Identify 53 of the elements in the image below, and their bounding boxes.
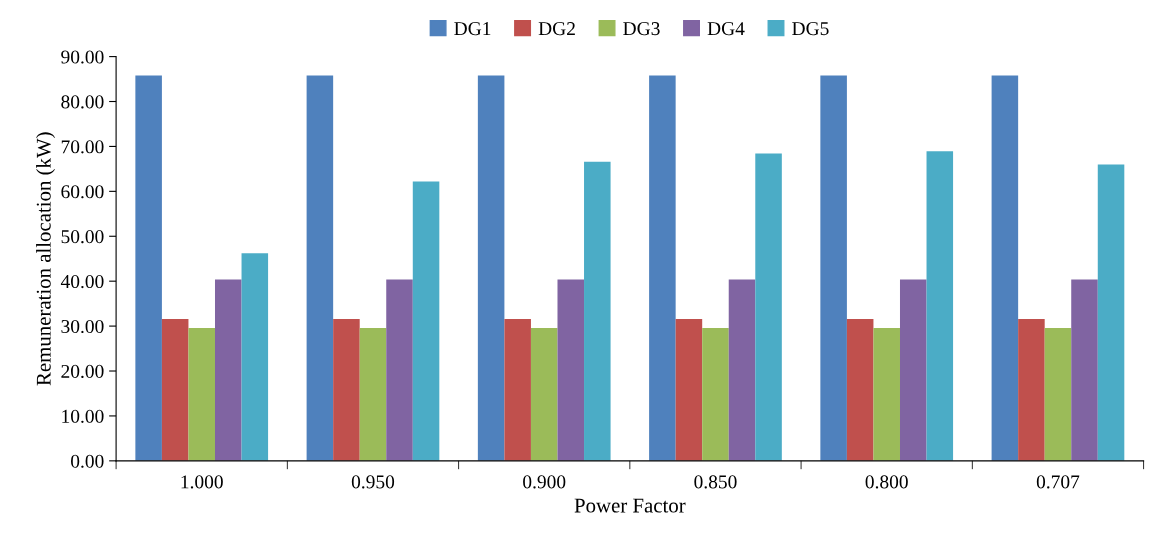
bar [991,75,1019,461]
x-tick-label: 0.800 [865,475,908,489]
legend-label: DG1 [454,22,491,36]
y-tick-label: 80.00 [61,95,104,109]
bar [1071,279,1098,461]
y-tick-label: 60.00 [61,185,104,199]
bar [899,279,927,461]
bar [926,151,954,461]
bar [675,318,703,461]
bar [412,181,440,461]
bar [359,327,387,461]
bar [530,327,558,461]
x-tick-label: 0.950 [351,475,395,489]
x-tick-label: 0.707 [1036,475,1080,489]
x-tick-label: 1.000 [181,475,223,489]
bar [161,318,189,461]
y-tick-label: 70.00 [61,140,104,154]
bar [135,75,162,461]
y-tick-label: 20.00 [61,364,104,379]
x-tick-label: 0.900 [523,475,566,489]
bar [846,318,874,461]
x-tick-label: 0.850 [694,475,737,489]
legend-label: DG4 [707,22,745,36]
bar [386,279,413,461]
y-tick-label: 0.00 [71,454,104,468]
bar [873,327,900,461]
bar [728,279,756,461]
bar [584,161,611,461]
y-tick-label: 30.00 [61,319,104,334]
bar [241,253,269,461]
bar [1044,327,1072,461]
bar [504,318,531,461]
y-tick-label: 50.00 [61,230,104,244]
bar [1097,164,1125,461]
y-tick-label: 10.00 [62,409,104,423]
y-tick-label: 40.00 [60,274,104,289]
bar [820,75,847,461]
bar [649,75,676,461]
bar [333,318,360,461]
y-tick-label: 90.00 [61,50,104,64]
bar [188,327,215,461]
y-axis-title: Remuneration allocation (kW) [36,132,55,386]
bar [215,279,242,461]
legend-label: DG5 [792,22,829,36]
bar [702,327,729,461]
bar [1018,318,1045,461]
x-axis-title: Power Factor [574,498,686,513]
legend-label: DG3 [623,22,660,36]
bar [306,75,334,461]
legend-label: DG2 [538,22,575,36]
bar [477,75,505,461]
bar [755,153,782,461]
bar [557,279,585,461]
